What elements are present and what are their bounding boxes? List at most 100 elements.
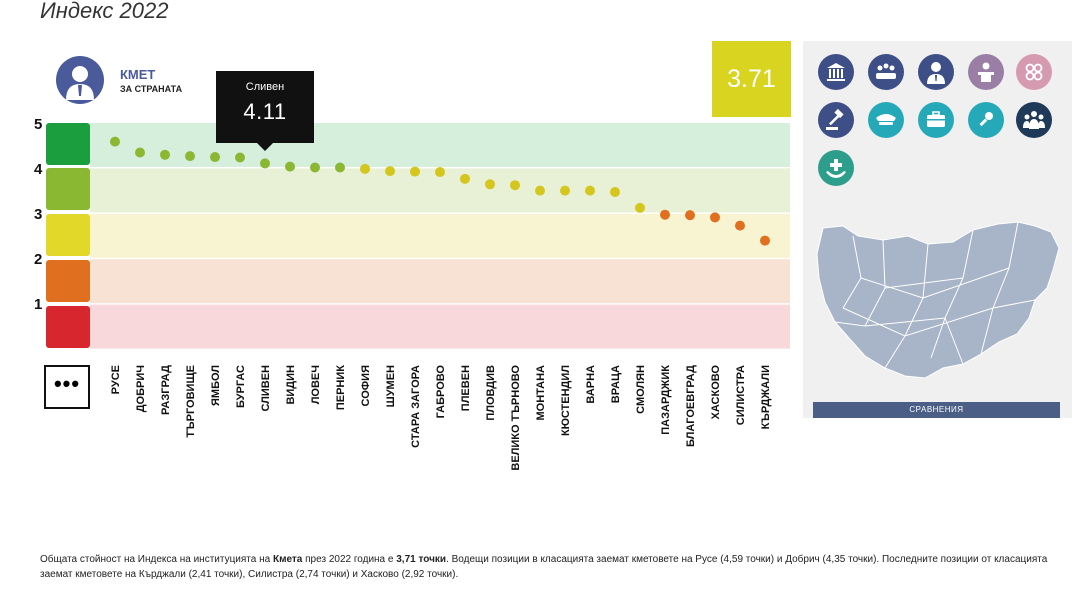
x-tick-label: СЛИВЕН bbox=[260, 365, 272, 412]
data-point[interactable] bbox=[385, 166, 395, 177]
x-tick-label: ПЛЕВЕН bbox=[460, 365, 472, 411]
institution-building-icon[interactable] bbox=[818, 54, 854, 90]
more-button[interactable]: ••• bbox=[44, 365, 90, 409]
x-tick-label: ВИДИН bbox=[285, 365, 297, 405]
data-point[interactable] bbox=[135, 147, 145, 158]
data-point[interactable] bbox=[735, 220, 745, 231]
grade-block-3 bbox=[46, 214, 90, 256]
x-tick-label: ВЕЛИКО ТЪРНОВО bbox=[510, 365, 522, 471]
data-point[interactable] bbox=[310, 162, 320, 173]
microphone-icon[interactable] bbox=[968, 102, 1004, 138]
grade-block-1 bbox=[46, 306, 90, 348]
data-point[interactable] bbox=[710, 212, 720, 223]
page-title: Индекс 2022 bbox=[40, 0, 169, 23]
data-point[interactable] bbox=[485, 179, 495, 190]
police-cap-icon[interactable] bbox=[868, 102, 904, 138]
data-point[interactable] bbox=[660, 209, 670, 220]
data-point[interactable] bbox=[685, 210, 695, 221]
x-tick-label: ВАРНА bbox=[585, 365, 597, 404]
data-point[interactable] bbox=[235, 152, 245, 163]
x-tick-label: ВРАЦА bbox=[610, 365, 622, 403]
x-tick-label: ПЕРНИК bbox=[335, 365, 347, 410]
person-icon[interactable] bbox=[918, 54, 954, 90]
data-point[interactable] bbox=[535, 185, 545, 196]
footnote-part-3: . Водещи позиции в класацията заемат кме… bbox=[40, 554, 1048, 580]
footnote-part-2: през 2022 година е bbox=[302, 554, 397, 565]
x-tick-label: МОНТАНА bbox=[535, 365, 547, 421]
bulgaria-map[interactable] bbox=[813, 218, 1063, 388]
x-tick-label: РАЗГРАД bbox=[160, 365, 172, 415]
data-point[interactable] bbox=[635, 202, 645, 213]
data-point[interactable] bbox=[585, 185, 595, 196]
health-hands-icon[interactable] bbox=[818, 150, 854, 186]
compare-button[interactable]: СРАВНЕНИЯ bbox=[813, 402, 1060, 418]
data-point[interactable] bbox=[560, 185, 570, 196]
grade-label-5: 5 bbox=[34, 116, 43, 133]
tooltip-pointer bbox=[257, 143, 273, 151]
x-tick-label: СТАРА ЗАГОРА bbox=[410, 365, 422, 448]
data-point[interactable] bbox=[610, 187, 620, 198]
data-point[interactable] bbox=[160, 149, 170, 160]
footnote-part-1: Общата стойност на Индекса на институция… bbox=[40, 554, 273, 565]
speaker-icon[interactable] bbox=[968, 54, 1004, 90]
grade-block-4 bbox=[46, 168, 90, 210]
x-tick-label: ДОБРИЧ bbox=[135, 365, 147, 412]
assembly-icon[interactable] bbox=[868, 54, 904, 90]
chart-band-2 bbox=[90, 259, 790, 304]
institution-subtitle: ЗА СТРАНАТА bbox=[120, 84, 183, 94]
data-point[interactable] bbox=[110, 136, 120, 147]
x-tick-label: СОФИЯ bbox=[360, 365, 372, 407]
x-tick-label: БЛАГОЕВГРАД bbox=[685, 365, 697, 447]
data-point[interactable] bbox=[185, 151, 195, 162]
x-tick-label: ПЛОВДИВ bbox=[485, 365, 497, 421]
mayor-avatar bbox=[56, 56, 104, 104]
people-group-icon[interactable] bbox=[1016, 102, 1052, 138]
grade-label-4: 4 bbox=[34, 161, 43, 178]
data-point[interactable] bbox=[260, 158, 270, 169]
grade-block-2 bbox=[46, 260, 90, 302]
x-tick-label: ЯМБОЛ bbox=[210, 365, 222, 406]
tooltip-city: Сливен bbox=[245, 81, 285, 93]
briefcase-icon[interactable] bbox=[918, 102, 954, 138]
x-tick-label: ШУМЕН bbox=[385, 365, 397, 407]
data-point[interactable] bbox=[410, 166, 420, 177]
tooltip-value: 4.11 bbox=[243, 99, 287, 124]
footnote-bold-1: Кмета bbox=[272, 554, 303, 565]
point-tooltip: Сливен 4.11 bbox=[216, 71, 314, 143]
data-point[interactable] bbox=[460, 173, 470, 184]
chart-band-5 bbox=[90, 123, 790, 167]
data-point[interactable] bbox=[435, 167, 445, 178]
data-point[interactable] bbox=[285, 161, 295, 172]
grade-label-2: 2 bbox=[34, 251, 43, 268]
x-tick-label: БУРГАС bbox=[235, 365, 247, 408]
person-icon bbox=[66, 66, 94, 100]
data-point[interactable] bbox=[335, 162, 345, 173]
grade-block-5 bbox=[46, 123, 90, 165]
city-score-chart: РУСЕ ДОБРИЧ РАЗГРАД ТЪРГОВИЩЕ ЯМБОЛ БУРГАС СЛИ… bbox=[90, 123, 790, 471]
footnote-text: Общата стойност на Индекса на институция… bbox=[40, 552, 1075, 582]
chart-band-1 bbox=[90, 304, 790, 349]
chart-band-3 bbox=[90, 213, 790, 258]
overall-score-badge: 3.71 bbox=[712, 41, 791, 117]
data-point[interactable] bbox=[510, 180, 520, 191]
x-tick-label: ТЪРГОВИЩЕ bbox=[185, 365, 197, 438]
grade-label-3: 3 bbox=[34, 206, 43, 223]
data-point[interactable] bbox=[760, 235, 770, 246]
x-tick-label: КЮСТЕНДИЛ bbox=[560, 365, 572, 436]
x-tick-label: ГАБРОВО bbox=[435, 365, 447, 419]
x-tick-label: ХАСКОВО bbox=[710, 365, 722, 420]
x-tick-label: СИЛИСТРА bbox=[735, 365, 747, 425]
data-point[interactable] bbox=[210, 152, 220, 163]
data-point[interactable] bbox=[360, 163, 370, 174]
x-tick-label: РУСЕ bbox=[110, 365, 122, 394]
footnote-bold-2: 3,71 точки bbox=[396, 554, 447, 565]
x-tick-label: КЪРДЖАЛИ bbox=[760, 365, 772, 429]
institution-name: КМЕТ bbox=[120, 67, 156, 82]
rings-icon[interactable] bbox=[1016, 54, 1052, 90]
x-tick-label: СМОЛЯН bbox=[635, 365, 647, 414]
x-tick-label: ПАЗАРДЖИК bbox=[660, 365, 672, 435]
grade-label-1: 1 bbox=[34, 296, 43, 313]
gavel-icon[interactable] bbox=[818, 102, 854, 138]
x-tick-label: ЛОВЕЧ bbox=[310, 365, 322, 404]
